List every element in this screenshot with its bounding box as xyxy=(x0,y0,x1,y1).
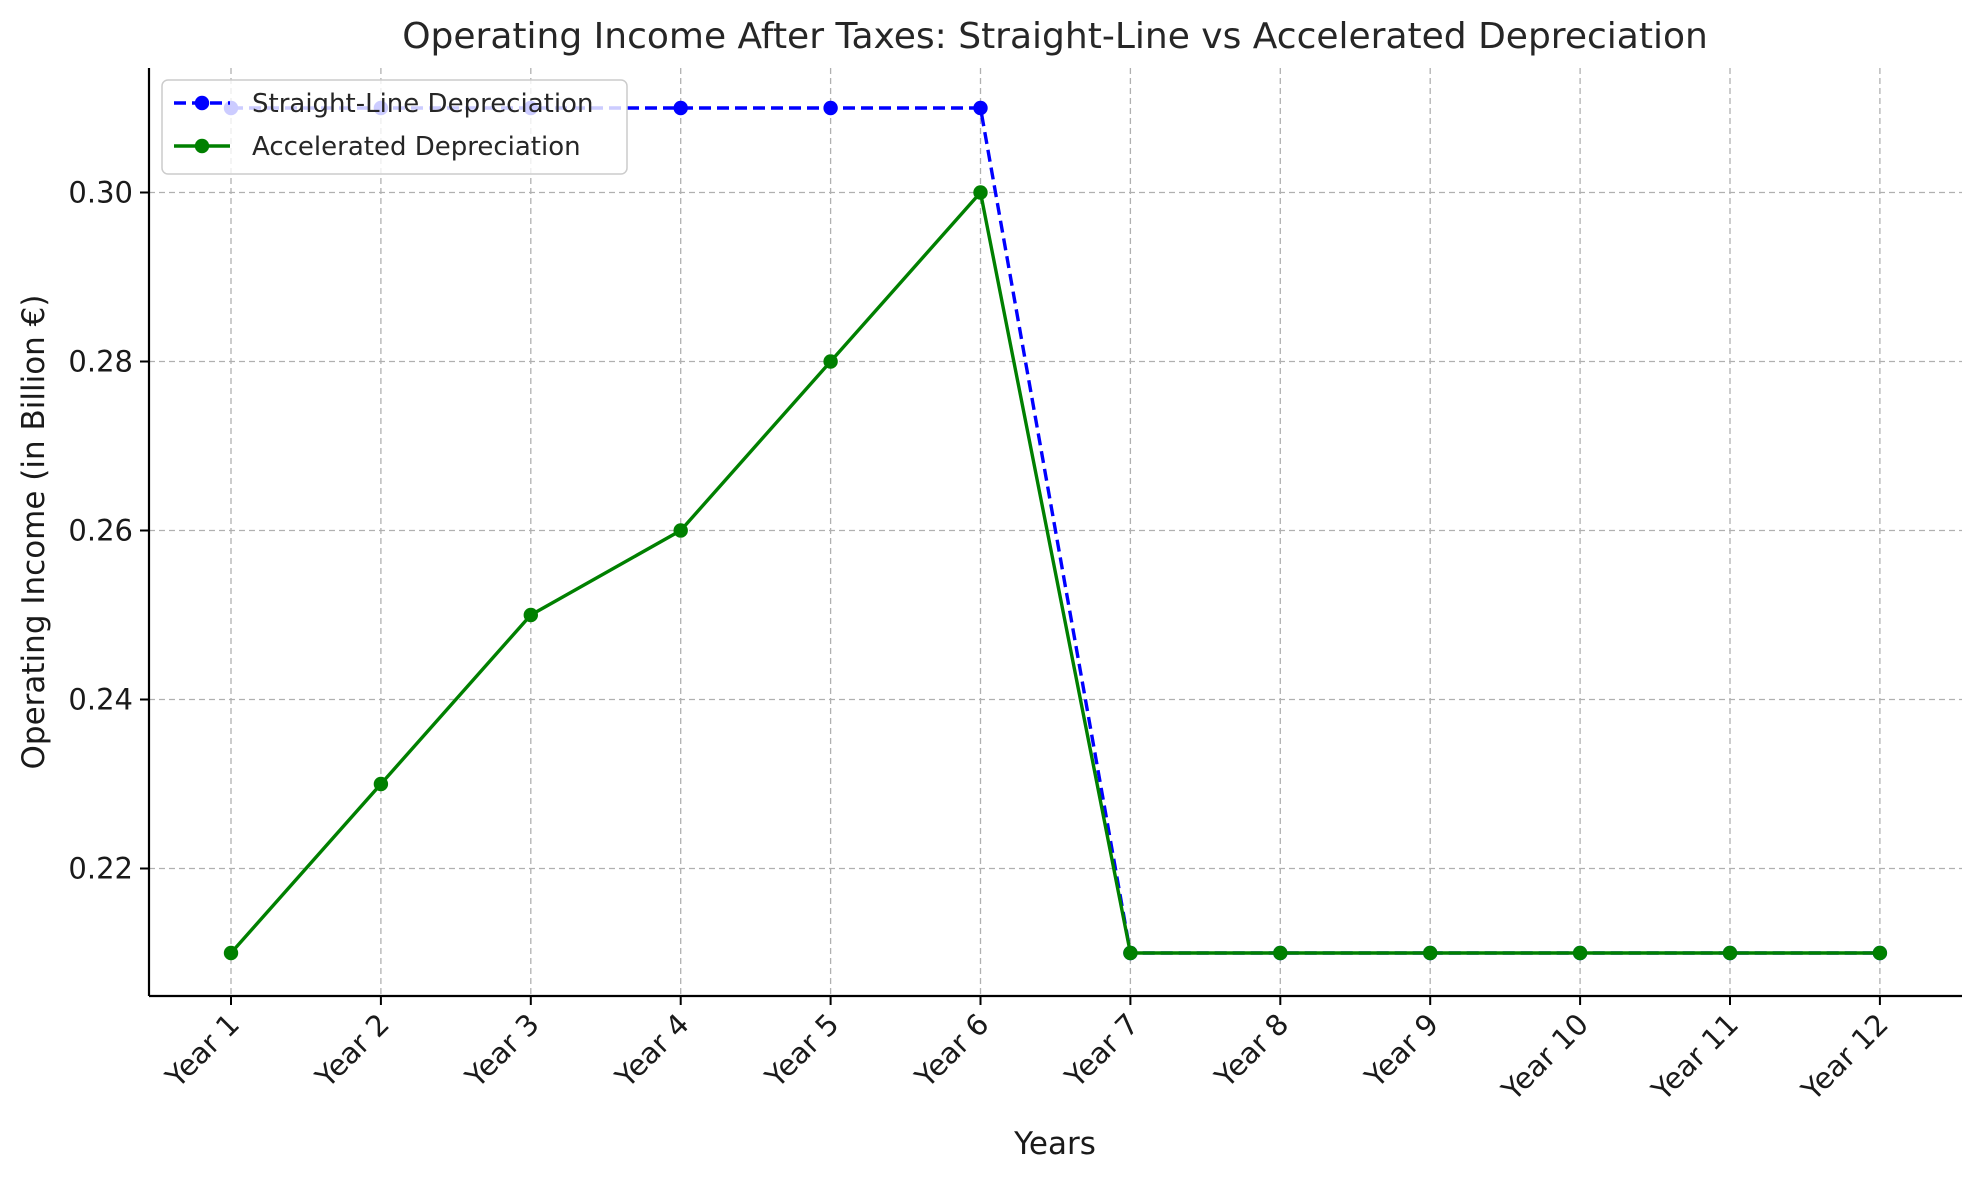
legend-item: Straight-Line Depreciation xyxy=(174,89,593,119)
x-tick-label: Year 5 xyxy=(758,1007,846,1095)
data-point xyxy=(973,185,988,200)
data-point xyxy=(673,523,688,538)
legend-item: Accelerated Depreciation xyxy=(174,132,581,162)
legend-label: Straight-Line Depreciation xyxy=(252,89,593,119)
x-tick-label: Year 11 xyxy=(1644,1007,1745,1108)
y-ticks: 0.22 0.24 0.26 0.28 0.30 xyxy=(68,176,149,886)
axes xyxy=(147,68,1962,998)
legend-marker xyxy=(194,138,210,154)
data-point xyxy=(823,354,838,369)
series-2 xyxy=(223,185,1888,961)
data-point xyxy=(1273,945,1288,961)
y-tick-label: 0.26 xyxy=(68,514,133,548)
legend: Straight-Line Depreciation Accelerated De… xyxy=(161,79,628,175)
data-point xyxy=(373,776,389,792)
data-point xyxy=(1423,945,1438,961)
chart-title: Operating Income After Taxes: Straight-L… xyxy=(402,16,1708,57)
data-point xyxy=(823,100,838,116)
x-ticks: Year 1 Year 2 Year 3 Year 4 Year 5 Year 6 Year… xyxy=(158,996,1895,1108)
data-point xyxy=(673,100,688,116)
y-tick-label: 0.22 xyxy=(68,852,133,886)
x-tick-label: Year 7 xyxy=(1058,1007,1146,1095)
legend-label: Accelerated Depreciation xyxy=(252,132,581,162)
y-tick-label: 0.30 xyxy=(68,176,133,210)
x-tick-label: Year 4 xyxy=(608,1007,696,1095)
x-tick-label: Year 10 xyxy=(1494,1007,1595,1108)
x-tick-label: Year 2 xyxy=(308,1007,396,1095)
grid xyxy=(149,68,1962,996)
x-axis-label: Years xyxy=(1013,1126,1096,1162)
y-tick-label: 0.24 xyxy=(68,683,133,717)
x-tick-label: Year 3 xyxy=(458,1007,546,1095)
data-point xyxy=(1123,945,1138,961)
x-tick-label: Year 1 xyxy=(158,1007,246,1095)
x-tick-label: Year 6 xyxy=(908,1007,996,1095)
legend-marker xyxy=(194,95,210,111)
legend-frame xyxy=(161,79,628,175)
y-axis-label: Operating Income (in Billion €) xyxy=(16,295,52,770)
data-point xyxy=(1722,945,1738,961)
data-point xyxy=(523,607,538,623)
data-point xyxy=(973,100,988,116)
x-tick-label: Year 8 xyxy=(1208,1007,1296,1095)
x-tick-label: Year 12 xyxy=(1794,1007,1895,1108)
series-line xyxy=(229,190,1880,955)
data-point xyxy=(1872,945,1888,961)
y-tick-label: 0.28 xyxy=(68,345,133,379)
data-point xyxy=(223,945,239,961)
x-tick-label: Year 9 xyxy=(1357,1007,1445,1095)
data-point xyxy=(1572,945,1588,961)
